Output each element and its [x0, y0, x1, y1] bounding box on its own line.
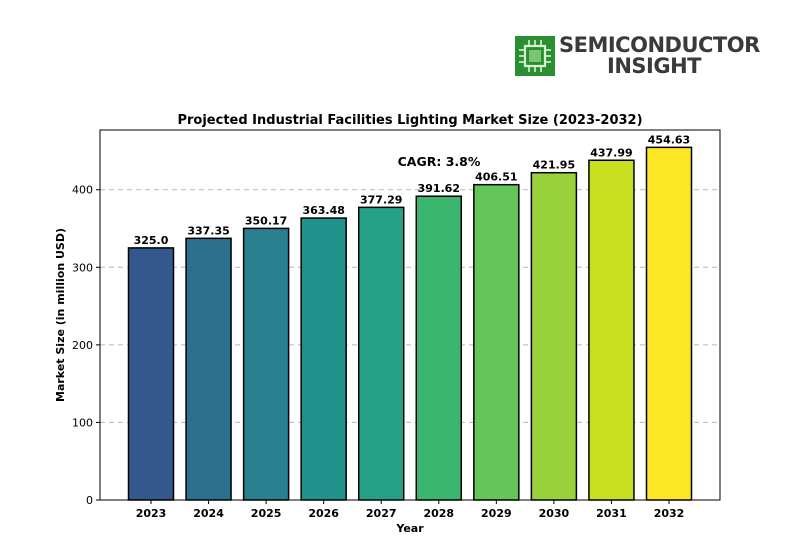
y-tick-label: 100 — [72, 416, 93, 429]
cagr-annotation: CAGR: 3.8% — [398, 154, 481, 169]
bar — [588, 159, 635, 501]
chart-title: Projected Industrial Facilities Lighting… — [177, 113, 642, 128]
x-tick-label: 2030 — [539, 507, 570, 520]
x-tick-label: 2027 — [366, 507, 397, 520]
bar — [242, 227, 290, 501]
x-tick-label: 2031 — [596, 507, 627, 520]
bar — [530, 171, 578, 501]
x-tick-label: 2029 — [481, 507, 512, 520]
bar-value-label: 454.63 — [648, 133, 690, 146]
bar — [300, 217, 347, 501]
bar-value-label: 391.62 — [418, 182, 460, 195]
bar — [415, 195, 463, 501]
x-tick-label: 2023 — [136, 507, 167, 520]
brand-logo: SEMICONDUCTOR INSIGHT — [513, 34, 760, 80]
x-tick-label: 2024 — [193, 507, 224, 520]
y-axis-ticks: 0 100 200 300 400 — [72, 184, 100, 507]
logo-line1: SEMICONDUCTOR — [559, 33, 760, 57]
x-axis-ticks: 2023 2024 2025 2026 2027 2028 2029 2030 2031 2032 — [136, 500, 685, 520]
bar-value-label: 350.17 — [245, 214, 287, 227]
x-tick-label: 2028 — [423, 507, 454, 520]
bar-value-label: 337.35 — [187, 224, 229, 237]
y-tick-label: 0 — [86, 494, 93, 507]
y-axis-label: Market Size (in million USD) — [54, 228, 67, 402]
bar-value-label: 406.51 — [475, 171, 517, 184]
plot-frame — [99, 129, 721, 501]
bar — [645, 146, 693, 501]
bar — [127, 247, 175, 501]
chip-icon — [515, 36, 555, 76]
bar-value-label: 363.48 — [302, 204, 344, 217]
bar-value-label: 325.0 — [134, 234, 169, 247]
bar-value-label: 377.29 — [360, 193, 402, 206]
x-tick-label: 2025 — [251, 507, 282, 520]
bar — [357, 206, 405, 501]
x-axis-label: Year — [395, 522, 424, 535]
y-tick-label: 200 — [72, 339, 93, 352]
bar — [473, 183, 520, 501]
y-tick-label: 400 — [72, 184, 93, 197]
x-tick-label: 2032 — [654, 507, 685, 520]
bars: 325.0 337.35 350.17 363.48 377.29 391.62 406.5… — [127, 133, 693, 501]
logo-line2: INSIGHT — [607, 54, 701, 78]
bar-value-label: 437.99 — [590, 146, 632, 159]
y-tick-label: 300 — [72, 261, 93, 274]
x-tick-label: 2026 — [308, 507, 339, 520]
bar-value-label: 421.95 — [533, 159, 575, 172]
bar — [185, 237, 232, 501]
